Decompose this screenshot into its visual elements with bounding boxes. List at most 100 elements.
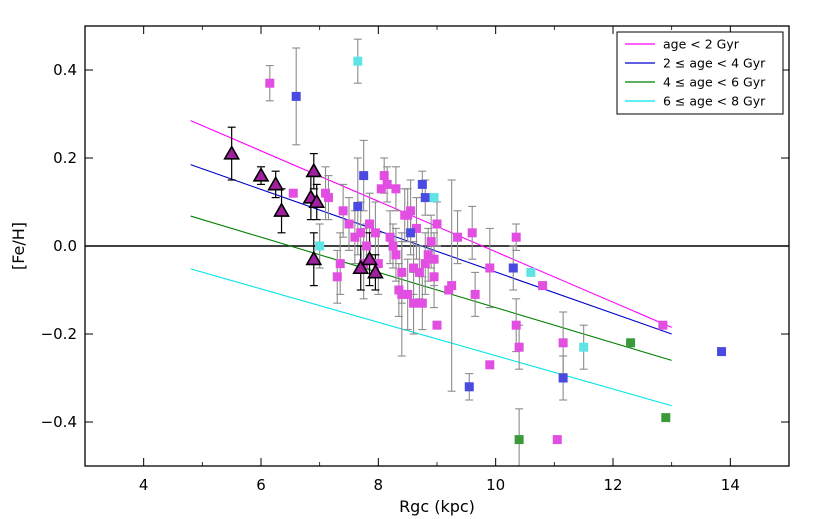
data-point-square [661, 413, 671, 423]
data-point-square [464, 382, 474, 392]
y-tick-label: −0.4 [41, 413, 77, 431]
data-point-square [429, 272, 439, 282]
data-point-square [423, 250, 433, 260]
data-point-square [429, 193, 439, 203]
data-point-square [429, 254, 439, 264]
data-point-square [470, 289, 480, 299]
data-point-square [406, 228, 416, 238]
data-point-square [552, 435, 562, 445]
data-point-square [391, 250, 401, 260]
data-point-triangle [352, 259, 370, 275]
data-point-square [558, 373, 568, 383]
data-point-triangle [308, 193, 326, 209]
data-point-square [409, 263, 419, 273]
data-point-triangle [223, 144, 241, 160]
data-point-triangle [267, 175, 285, 191]
data-point-square [514, 435, 524, 445]
x-tick-label: 14 [721, 476, 740, 494]
data-point-square [579, 342, 589, 352]
data-point-square [411, 223, 421, 233]
data-point-square [426, 237, 436, 247]
data-point-square [356, 228, 366, 238]
legend-box [616, 31, 784, 115]
data-points [223, 38, 727, 466]
error-bars [227, 38, 588, 466]
y-axis-label: [Fe/H] [9, 222, 28, 270]
data-point-square [370, 228, 380, 238]
data-point-square [388, 241, 398, 251]
x-tick-label: 12 [603, 476, 622, 494]
data-point-square [417, 298, 427, 308]
y-tick-label: 0.4 [53, 61, 77, 79]
y-tick-label: 0.2 [53, 149, 77, 167]
legend-label: 6 ≤ age < 8 Gyr [663, 94, 766, 109]
data-point-square [514, 342, 524, 352]
data-point-square [538, 281, 548, 291]
data-point-triangle [273, 202, 290, 217]
y-tick-label: 0.0 [53, 237, 77, 255]
data-point-square [291, 91, 301, 101]
fit-line-3 [190, 215, 672, 361]
data-point-square [626, 338, 636, 348]
data-point-square [406, 206, 416, 216]
data-point-square [511, 320, 521, 330]
axes: 4 6 8 10 12 14 −0.4 −0.2 0.0 0.2 0.4 [41, 26, 790, 494]
data-point-square [353, 56, 363, 66]
legend-label: 2 ≤ age < 4 Gyr [663, 56, 766, 71]
legend-label: 4 ≤ age < 6 Gyr [663, 75, 766, 90]
data-point-triangle [252, 166, 270, 182]
data-point-square [397, 267, 407, 277]
data-point-square [558, 338, 568, 348]
y-tick-label: −0.2 [41, 325, 77, 343]
data-point-square [432, 320, 442, 330]
data-point-square [350, 232, 360, 242]
data-point-square [365, 219, 375, 229]
data-point-square [432, 219, 442, 229]
data-point-square [717, 347, 727, 357]
data-point-square [359, 171, 369, 181]
legend-label: age < 2 Gyr [663, 37, 740, 52]
data-point-square [362, 241, 372, 251]
data-point-square [420, 259, 430, 269]
data-point-square [467, 228, 477, 238]
data-point-square [338, 206, 348, 216]
legend: age < 2 Gyr 2 ≤ age < 4 Gyr 4 ≤ age < 6 Gy… [616, 31, 784, 115]
data-point-square [382, 179, 392, 189]
data-point-square [511, 232, 521, 242]
triangle-markers [223, 144, 384, 279]
data-point-triangle [305, 162, 323, 178]
x-axis-label: Rgc (kpc) [399, 497, 475, 516]
data-point-triangle [305, 250, 323, 266]
data-point-square [417, 179, 427, 189]
fit-line-4 [190, 268, 672, 407]
data-point-square [332, 272, 342, 282]
data-point-square [385, 232, 395, 242]
data-point-square [376, 184, 386, 194]
data-point-square [485, 360, 495, 370]
data-point-square [526, 267, 536, 277]
data-point-square [379, 171, 389, 181]
data-point-square [335, 259, 345, 269]
data-point-square [344, 219, 354, 229]
data-point-square [323, 193, 333, 203]
data-point-square [485, 263, 495, 273]
data-point-square [409, 298, 419, 308]
data-point-square [265, 78, 275, 88]
data-point-square [288, 188, 298, 198]
data-point-square [397, 289, 407, 299]
data-point-square [391, 184, 401, 194]
data-point-square [420, 193, 430, 203]
data-point-triangle [367, 263, 384, 279]
x-tick-label: 10 [486, 476, 505, 494]
data-point-square [315, 241, 325, 251]
data-point-triangle [361, 250, 378, 266]
data-point-square [508, 263, 518, 273]
x-tick-label: 4 [139, 476, 149, 494]
data-point-square [453, 232, 463, 242]
data-point-square [373, 259, 383, 269]
data-point-square [447, 281, 457, 291]
x-tick-label: 8 [374, 476, 384, 494]
data-point-square [353, 201, 363, 211]
data-point-square [658, 320, 668, 330]
